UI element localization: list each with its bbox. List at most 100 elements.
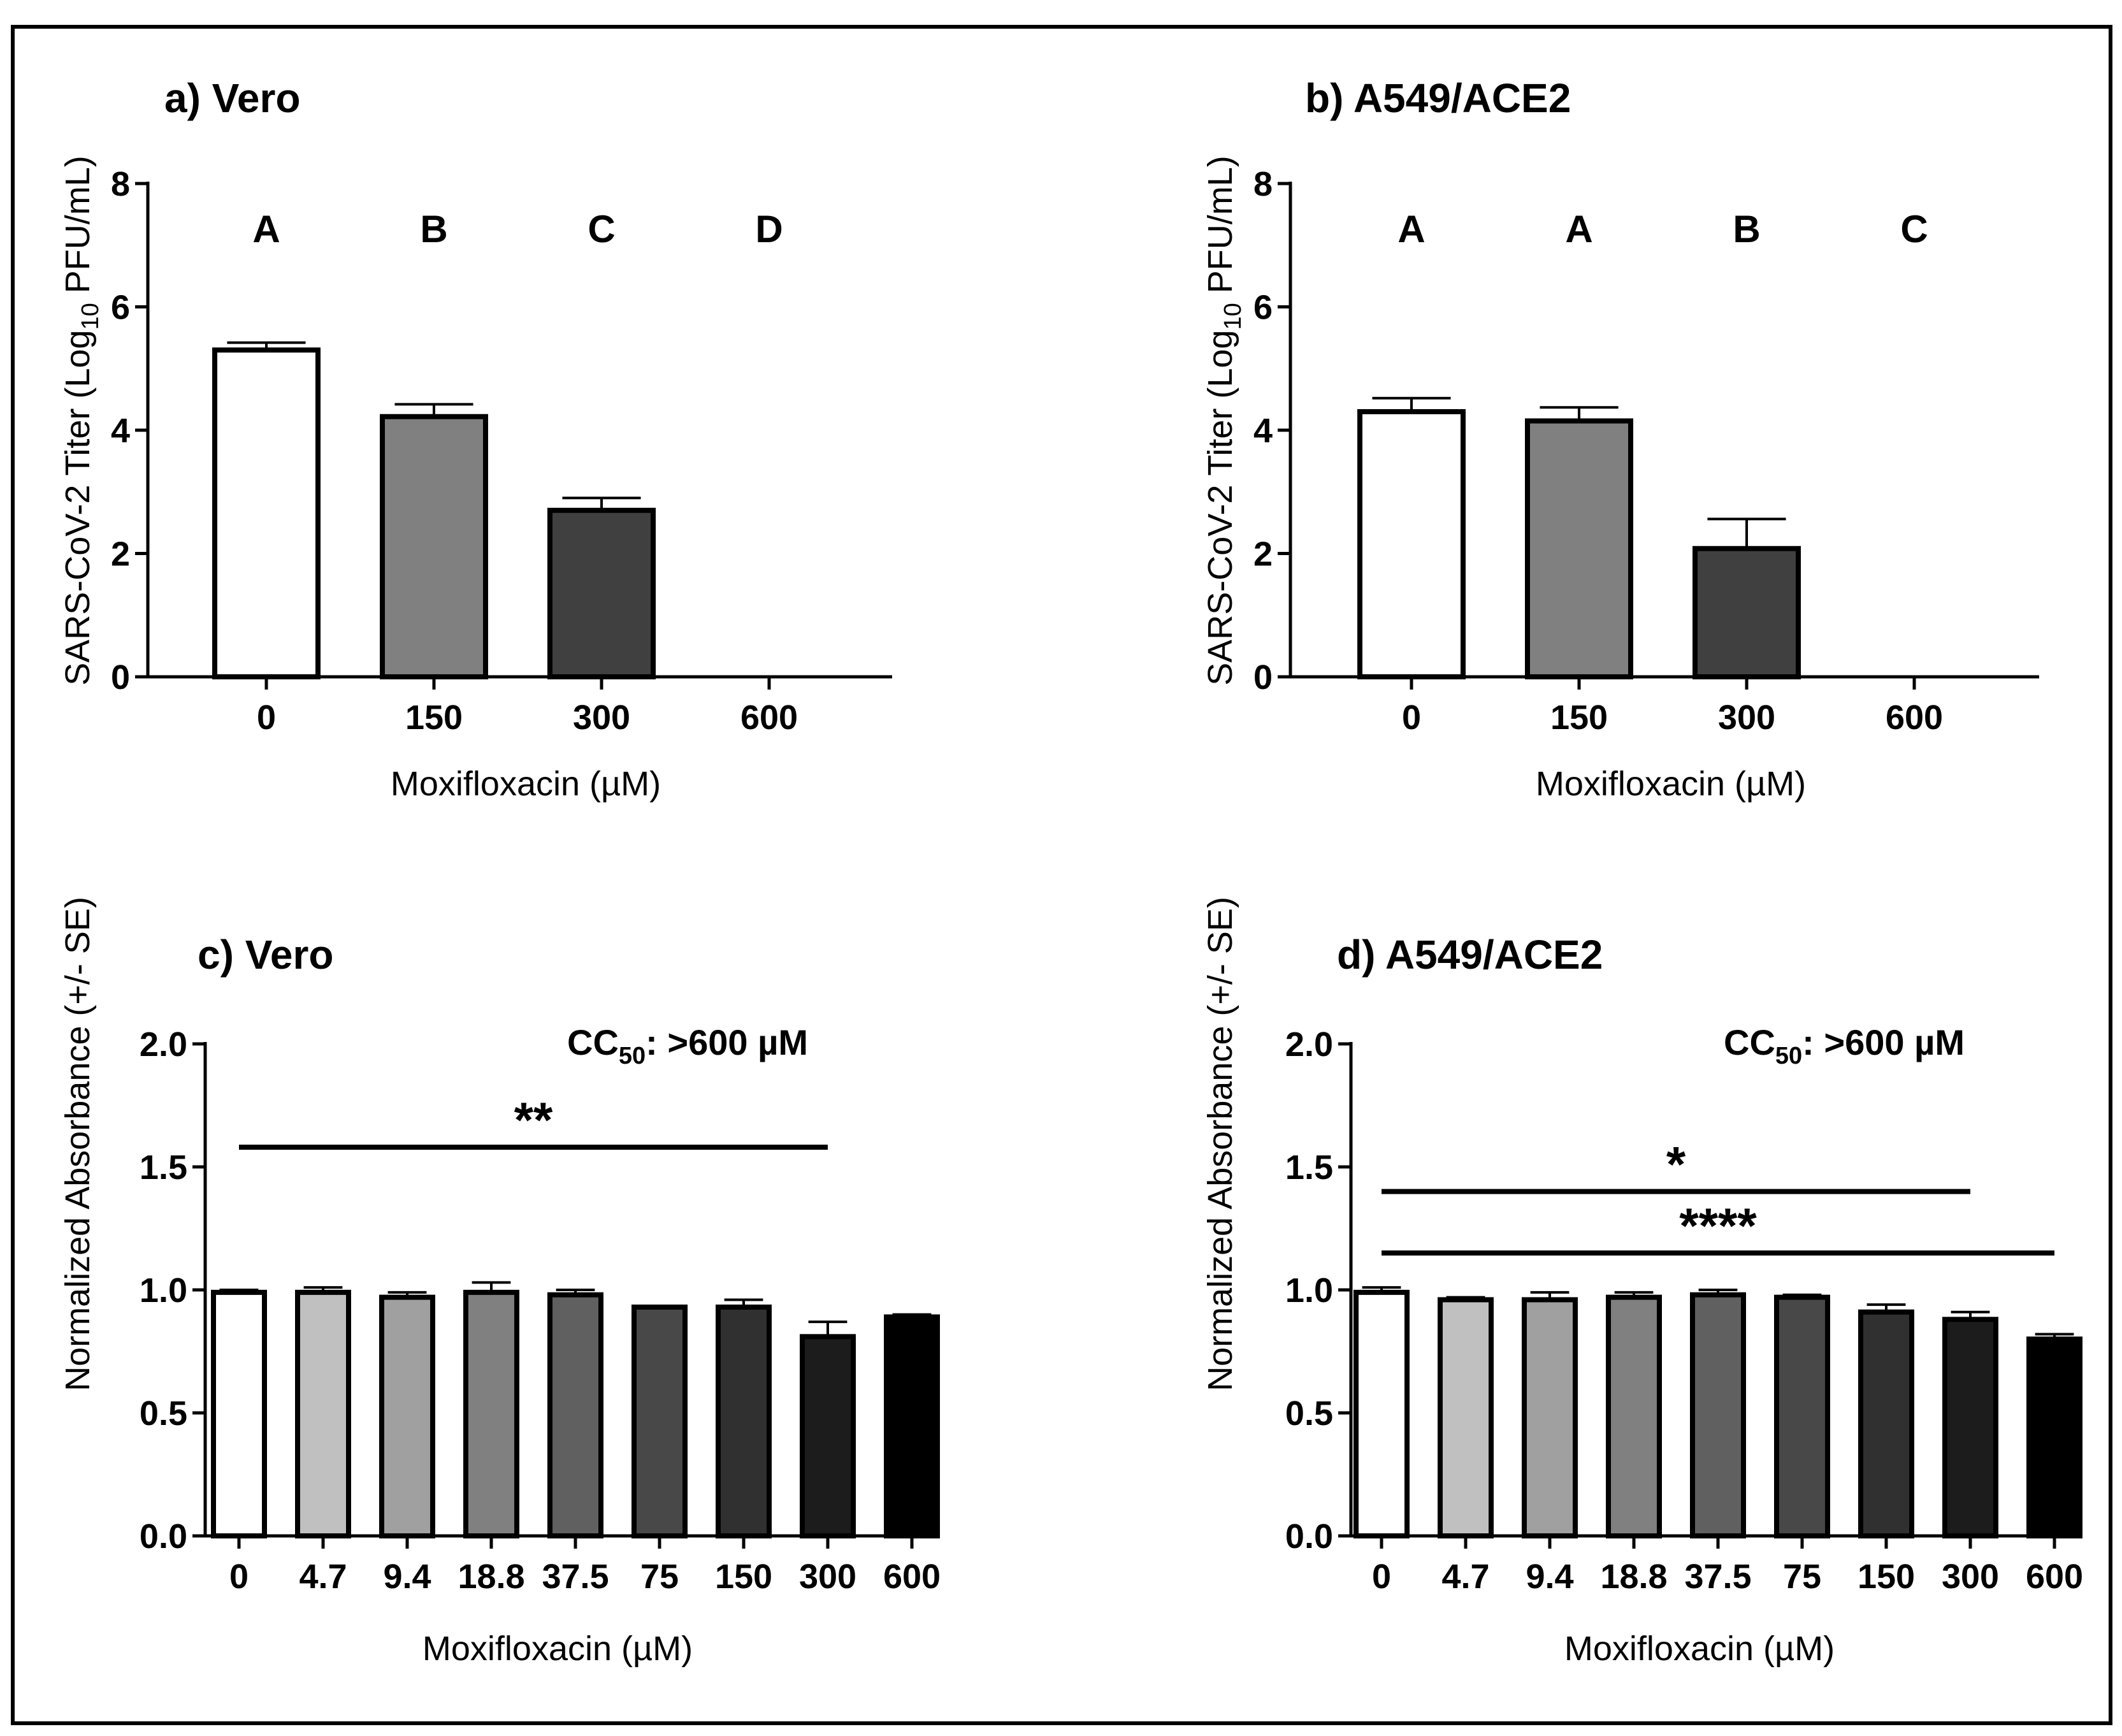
bar [1353, 1289, 1410, 1538]
panel-b-plot: 0 2 4 6 8 0 150 300 600 A A B C [1253, 165, 2039, 737]
x-tick-label: 0 [1372, 1558, 1391, 1596]
significance-letter: C [1900, 208, 1928, 250]
significance-stars: **** [1679, 1197, 1757, 1254]
x-tick-label: 75 [1783, 1558, 1821, 1596]
panel-b-title: b) A549/ACE2 [1305, 75, 1571, 121]
significance-letter: A [1397, 208, 1425, 250]
x-tick-label: 4.7 [1441, 1558, 1489, 1596]
significance-letter: C [588, 208, 615, 250]
y-tick-label: 0.0 [1285, 1517, 1333, 1556]
bar [1525, 418, 1633, 679]
bar [1858, 1309, 1914, 1538]
x-tick-label: 600 [740, 698, 798, 737]
panel-c-cc50: CC50: >600 µM [567, 1022, 808, 1069]
panel-a-xlabel: Moxifloxacin (µM) [391, 765, 661, 803]
panel-a-plot: 0 2 4 6 8 0 150 300 600 A B C D [111, 165, 892, 737]
bar [1438, 1297, 1494, 1538]
y-tick-label: 1.5 [1285, 1148, 1333, 1187]
panel-d-title: d) A549/ACE2 [1337, 932, 1603, 978]
panel-d: d) A549/ACE2 Normalized Absorbance (+/- … [1201, 897, 2083, 1668]
bar [379, 1294, 435, 1538]
x-tick-label: 4.7 [299, 1558, 347, 1596]
bar [1942, 1317, 1998, 1539]
x-tick-label: 600 [883, 1558, 941, 1596]
x-tick-label: 150 [1858, 1558, 1915, 1596]
significance-letter: D [755, 208, 783, 250]
bar [547, 1292, 603, 1538]
panel-c: c) Vero Normalized Absorbance (+/- SE) M… [59, 897, 941, 1668]
panel-c-ylabel: Normalized Absorbance (+/- SE) [59, 897, 97, 1391]
significance-stars: * [1666, 1136, 1686, 1192]
significance-stars: ** [514, 1092, 553, 1148]
x-tick-label: 37.5 [542, 1558, 609, 1596]
panel-c-plot: 0.0 0.5 1.0 1.5 2.0 0 4.7 9.4 18.8 37.5 75 150 300 60… [140, 1025, 941, 1596]
panel-c-xlabel: Moxifloxacin (µM) [422, 1630, 693, 1668]
x-tick-label: 600 [1886, 698, 1943, 737]
bar [1357, 409, 1466, 679]
panel-a-title: a) Vero [164, 75, 300, 121]
panel-d-cc50: CC50: >600 µM [1724, 1022, 1965, 1069]
y-tick-label: 2 [111, 535, 130, 574]
bar [547, 507, 656, 680]
panel-b: b) A549/ACE2 SARS-CoV-2 Titer (Log10 PFU… [1201, 75, 2039, 803]
y-tick-label: 2.0 [140, 1025, 187, 1064]
significance-letter: A [1565, 208, 1592, 250]
bar [1774, 1294, 1830, 1538]
bar [295, 1289, 351, 1538]
x-tick-label: 9.4 [383, 1558, 431, 1596]
x-tick-label: 0 [257, 698, 276, 737]
y-tick-label: 0.5 [140, 1394, 187, 1433]
y-tick-label: 6 [1253, 289, 1273, 327]
bar [1606, 1294, 1662, 1538]
panel-a-ylabel: SARS-CoV-2 Titer (Log10 PFU/mL) [59, 156, 104, 686]
y-tick-label: 0 [111, 658, 130, 697]
y-tick-label: 0 [1253, 658, 1273, 697]
bar [632, 1305, 688, 1539]
x-tick-label: 18.8 [1600, 1558, 1667, 1596]
x-tick-label: 300 [573, 698, 630, 737]
x-tick-label: 150 [715, 1558, 772, 1596]
bar [1693, 546, 1801, 680]
panel-d-plot: 0.0 0.5 1.0 1.5 2.0 0 4.7 9.4 18.8 37.5 75 150 300 60… [1285, 1025, 2083, 1596]
significance-letter: B [1733, 208, 1760, 250]
y-tick-label: 8 [111, 165, 130, 203]
bar [1522, 1297, 1578, 1538]
bar [463, 1289, 519, 1538]
x-tick-label: 600 [2026, 1558, 2083, 1596]
y-tick-label: 8 [1253, 165, 1273, 203]
figure-border [11, 25, 2112, 1725]
y-tick-label: 1.0 [140, 1271, 187, 1310]
y-tick-label: 2 [1253, 535, 1273, 574]
y-tick-label: 4 [1253, 412, 1273, 450]
panel-b-xlabel: Moxifloxacin (µM) [1536, 765, 1806, 803]
x-tick-label: 0 [229, 1558, 249, 1596]
bar [380, 414, 488, 680]
panel-c-title: c) Vero [198, 932, 333, 978]
panel-d-ylabel: Normalized Absorbance (+/- SE) [1201, 897, 1239, 1391]
y-tick-label: 1.0 [1285, 1271, 1333, 1310]
x-tick-label: 300 [799, 1558, 856, 1596]
x-tick-label: 150 [405, 698, 463, 737]
bar [2026, 1336, 2082, 1538]
bar [716, 1305, 772, 1539]
y-tick-label: 0.0 [140, 1517, 187, 1556]
bar [211, 1289, 267, 1538]
panel-d-xlabel: Moxifloxacin (µM) [1564, 1630, 1835, 1668]
x-tick-label: 150 [1550, 698, 1608, 737]
bar [1690, 1292, 1746, 1538]
x-tick-label: 300 [1718, 698, 1775, 737]
panel-b-ylabel: SARS-CoV-2 Titer (Log10 PFU/mL) [1201, 156, 1246, 686]
panel-a: a) Vero SARS-CoV-2 Titer (Log10 PFU/mL) … [59, 75, 892, 803]
y-tick-label: 0.5 [1285, 1394, 1333, 1433]
x-tick-label: 9.4 [1526, 1558, 1573, 1596]
x-tick-label: 37.5 [1684, 1558, 1751, 1596]
significance-letter: B [420, 208, 447, 250]
significance-letter: A [252, 208, 280, 250]
x-tick-label: 18.8 [458, 1558, 524, 1596]
bar [212, 347, 321, 679]
x-tick-label: 300 [1942, 1558, 1999, 1596]
x-tick-label: 75 [640, 1558, 679, 1596]
x-tick-label: 0 [1402, 698, 1421, 737]
y-tick-label: 6 [111, 289, 130, 327]
